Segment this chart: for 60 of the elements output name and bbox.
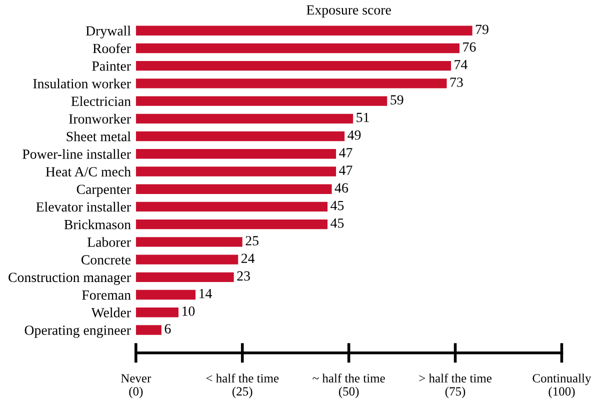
bar	[136, 26, 472, 36]
bar	[136, 290, 196, 300]
data-label: 79	[476, 24, 488, 34]
data-label: 73	[450, 78, 463, 87]
y-tick-label: Carpenter	[76, 184, 131, 197]
data-label: 46	[334, 183, 348, 193]
data-label: 47	[339, 148, 352, 158]
bar	[136, 149, 336, 159]
y-tick-label: Concrete	[81, 255, 131, 264]
data-label: 23	[237, 271, 250, 281]
x-tick-label: < half the time (25)	[206, 374, 279, 398]
data-label: 45	[330, 200, 344, 210]
data-label: 49	[348, 130, 361, 140]
y-tick-label: Power-line installer	[22, 149, 131, 159]
bar	[136, 96, 388, 106]
bar	[136, 114, 354, 124]
y-tick-label: Construction manager	[8, 272, 131, 285]
bar	[136, 202, 328, 212]
data-label: 14	[200, 288, 212, 298]
y-tick-label: Roofer	[92, 43, 131, 54]
x-tick-label: Continually (100)	[532, 374, 592, 398]
data-label: 24	[241, 254, 255, 263]
chart-title: Exposure score	[306, 5, 391, 18]
data-label: 45	[330, 218, 344, 228]
y-tick-label: Welder	[91, 308, 131, 318]
bar	[136, 272, 234, 282]
x-tick-label: Never (0)	[120, 374, 152, 398]
y-tick-label: Laborer	[87, 237, 131, 247]
y-tick-label: Heat A/C mech	[46, 166, 131, 176]
bar	[136, 237, 242, 247]
data-label: 76	[463, 42, 476, 52]
bar	[136, 308, 178, 318]
y-tick-label: Elevator installer	[36, 202, 131, 212]
y-tick-label: Sheet metal	[66, 131, 131, 142]
y-tick-label: Insulation worker	[33, 78, 131, 88]
y-tick-label: Drywall	[86, 26, 131, 38]
data-label: 47	[339, 166, 352, 175]
y-tick-label: Ironworker	[69, 114, 131, 124]
y-tick-label: Brickmason	[64, 220, 131, 230]
bar	[136, 60, 452, 71]
bar	[136, 325, 162, 335]
x-tick-label: > half the time (75)	[419, 374, 492, 398]
y-tick-label: Painter	[92, 61, 131, 71]
x-tick-label: ~ half the time (50)	[312, 374, 385, 398]
data-label: 51	[356, 112, 369, 122]
bar	[136, 78, 447, 88]
data-label: 10	[182, 306, 195, 316]
bar	[136, 166, 336, 176]
data-label: 74	[454, 60, 468, 70]
bar	[136, 43, 460, 54]
y-tick-label: Foreman	[82, 290, 131, 300]
data-label: 25	[246, 236, 258, 246]
y-tick-label: Electrician	[71, 96, 131, 106]
bar	[136, 254, 238, 264]
y-tick-label: Operating engineer	[24, 326, 131, 338]
bar	[136, 184, 332, 194]
data-label: 6	[164, 324, 171, 334]
data-label: 59	[390, 95, 404, 105]
bar	[136, 131, 345, 142]
bar	[136, 219, 328, 230]
